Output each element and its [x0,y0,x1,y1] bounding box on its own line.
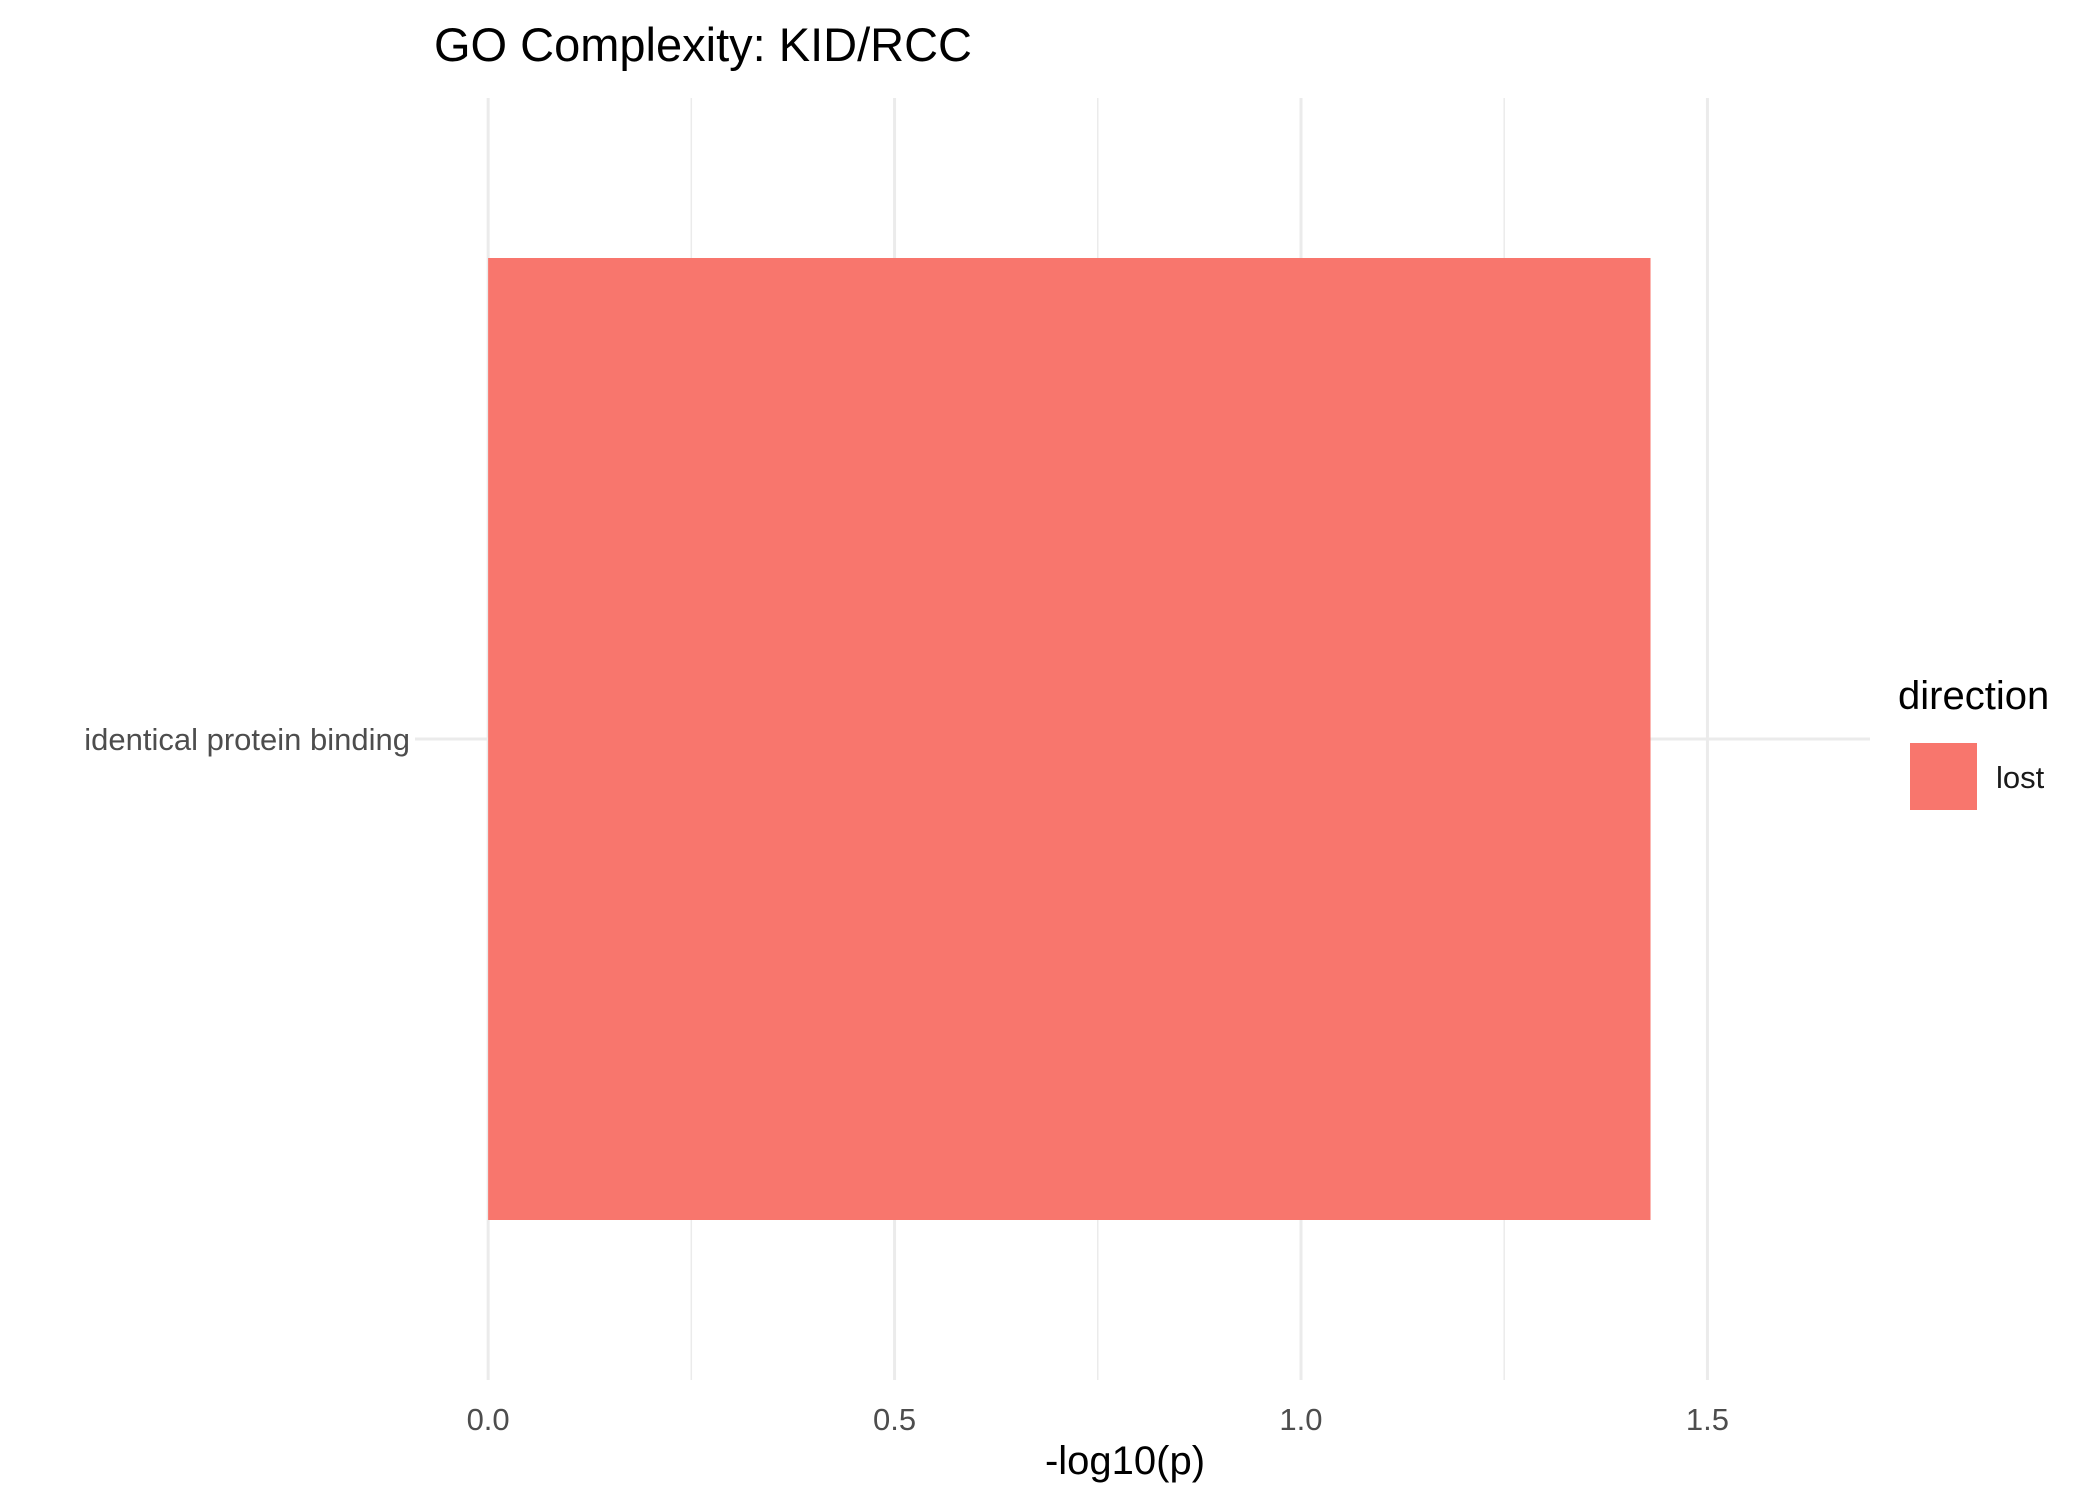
legend: direction lost [1898,674,2049,810]
x-tick-label: 0.5 [873,1402,916,1437]
x-tick-label: 1.0 [1279,1402,1322,1437]
legend-title: direction [1898,674,2049,718]
bars [488,258,1651,1220]
bar-lost [488,258,1651,1220]
x-axis-ticks: 0.0 0.5 1.0 1.5 [467,1402,1729,1437]
legend-label-lost: lost [1996,760,2045,795]
x-tick-label: 0.0 [467,1402,510,1437]
chart-title: GO Complexity: KID/RCC [434,18,972,71]
x-tick-label: 1.5 [1686,1402,1729,1437]
y-tick-label: identical protein binding [84,722,410,757]
legend-key-lost [1910,743,1977,810]
x-axis-title: -log10(p) [1045,1439,1205,1483]
y-axis-ticks: identical protein binding [84,722,410,757]
